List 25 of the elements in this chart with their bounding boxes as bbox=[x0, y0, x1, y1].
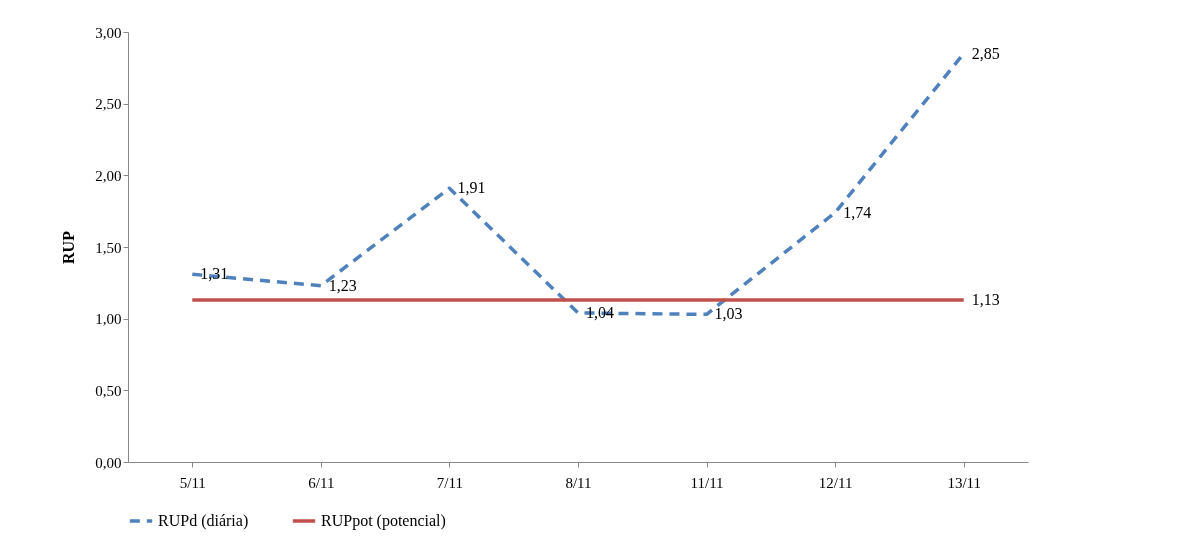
x-tick-label: 7/11 bbox=[436, 474, 463, 491]
data-label: 1,13 bbox=[971, 291, 1000, 309]
y-axis-title: RUP bbox=[60, 230, 78, 264]
data-label: 1,91 bbox=[457, 179, 486, 197]
data-label: 2,85 bbox=[971, 44, 1000, 62]
legend-label: RUPpot (potencial) bbox=[321, 512, 446, 530]
y-tick-label: 1,50 bbox=[95, 239, 122, 256]
y-tick-label: 3,00 bbox=[95, 24, 122, 41]
legend-label: RUPd (diária) bbox=[158, 512, 249, 530]
x-tick-label: 8/11 bbox=[565, 474, 592, 491]
data-label: 1,74 bbox=[843, 203, 872, 221]
x-tick-label: 6/11 bbox=[308, 474, 335, 491]
data-label: 1,23 bbox=[328, 276, 357, 294]
y-tick-label: 1,00 bbox=[95, 311, 122, 328]
x-tick-label: 13/11 bbox=[947, 474, 982, 491]
y-tick-label: 2,50 bbox=[95, 96, 122, 113]
data-label: 1,03 bbox=[714, 305, 743, 323]
data-label: 1,04 bbox=[586, 303, 614, 321]
y-tick-label: 0,00 bbox=[95, 454, 122, 471]
x-tick-label: 12/11 bbox=[818, 474, 853, 491]
x-tick-label: 11/11 bbox=[690, 474, 724, 491]
y-tick-label: 2,00 bbox=[95, 167, 122, 184]
x-tick-label: 5/11 bbox=[179, 474, 206, 491]
y-tick-label: 0,50 bbox=[95, 382, 122, 399]
data-label: 1,31 bbox=[200, 265, 229, 283]
